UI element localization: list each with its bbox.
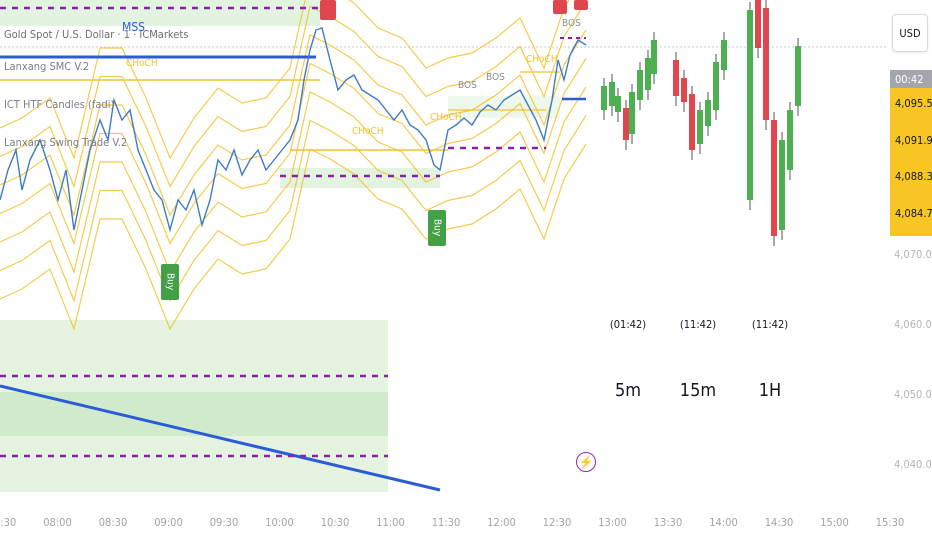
demand-zone	[0, 0, 320, 26]
htf-candle	[623, 108, 629, 140]
time-axis-label: 12:30	[542, 516, 572, 529]
indicator-legend[interactable]: ICT HTF Candles (fadi)	[4, 98, 115, 111]
htf-candle	[771, 120, 777, 236]
indicator-legend[interactable]: Lanxang SMC V.2	[4, 60, 90, 73]
band-line	[0, 86, 587, 274]
htf-candle	[779, 140, 785, 230]
mss-label: MSS	[122, 20, 146, 34]
htf-candle	[609, 82, 615, 106]
price-label-highlight: 4,095.52	[890, 94, 932, 112]
choch-label: CHoCH	[126, 58, 158, 69]
price-axis-label: 4,060.00	[894, 318, 932, 331]
currency-button[interactable]: USD	[892, 14, 928, 52]
price-label-highlight: 4,091.94	[890, 131, 932, 149]
htf-timer: (11:42)	[679, 318, 717, 331]
htf-candle	[705, 100, 711, 126]
htf-candle	[747, 10, 753, 200]
price-axis-label: 4,070.00	[894, 248, 932, 261]
bos-label: BOS	[562, 18, 581, 29]
htf-candle	[651, 40, 657, 74]
time-axis-label: 12:00	[487, 516, 516, 529]
htf-candle	[713, 62, 719, 110]
htf-candle	[601, 86, 607, 110]
sell-signal[interactable]	[553, 0, 567, 14]
htf-candle	[787, 110, 793, 170]
htf-candle	[629, 92, 635, 134]
time-axis-label: 10:00	[265, 516, 294, 529]
bos-label: BOS	[486, 72, 505, 83]
time-axis-label: 13:00	[598, 516, 627, 529]
time-axis-label: 14:30	[764, 516, 794, 529]
sell-signal[interactable]	[574, 0, 588, 10]
band-line	[0, 0, 570, 160]
time-axis-label: 14:00	[709, 516, 738, 529]
buy-signal[interactable]: Buy	[428, 210, 446, 246]
time-axis-label: 10:30	[320, 516, 350, 529]
price-label-highlight: 00:42	[890, 70, 932, 88]
symbol-legend[interactable]: Gold Spot / U.S. Dollar · 1 · ICMarkets	[4, 28, 189, 41]
htf-candle	[721, 40, 727, 70]
htf-candle	[689, 94, 695, 150]
demand-zone	[0, 392, 388, 436]
htf-candle	[795, 46, 801, 106]
price-axis-label: 4,040.00	[894, 458, 932, 471]
band-line	[0, 115, 587, 303]
price-axis-label: 4,050.00	[894, 388, 932, 401]
htf-candle	[645, 58, 651, 90]
time-axis-label: 15:30	[875, 516, 905, 529]
lightning-icon[interactable]: ⚡	[576, 452, 596, 472]
htf-candle	[673, 60, 679, 96]
time-axis-label: 11:30	[431, 516, 461, 529]
buy-signal[interactable]: Buy	[161, 264, 179, 300]
bos-label: BOS	[458, 80, 477, 91]
htf-label: 15m	[679, 380, 717, 401]
time-axis-label: 11:00	[376, 516, 405, 529]
demand-zone	[280, 168, 440, 188]
htf-candle	[755, 0, 761, 48]
htf-label: 1H	[758, 380, 782, 401]
time-axis-label: 08:30	[98, 516, 128, 529]
price-label-highlight: 4,088.37	[890, 167, 932, 185]
htf-candle	[697, 110, 703, 144]
price-label-highlight: 4,084.79	[890, 204, 932, 222]
htf-candle	[763, 8, 769, 120]
htf-label: 5m	[614, 380, 642, 401]
htf-timer: (01:42)	[609, 318, 647, 331]
choch-label: CHoCH	[526, 54, 558, 65]
htf-candle	[681, 78, 687, 102]
indicator-legend[interactable]: Lanxang Swing Trade V.2	[4, 136, 128, 149]
choch-label: CHoCH	[352, 126, 384, 137]
time-axis-label: 08:00	[43, 516, 72, 529]
sell-signal[interactable]	[320, 0, 336, 20]
choch-label: CHoCH	[430, 112, 462, 123]
time-axis-label: 09:30	[209, 516, 239, 529]
time-axis-label: 07:30	[0, 516, 17, 529]
htf-candle	[615, 96, 621, 112]
htf-candle	[637, 70, 643, 100]
band-line	[0, 143, 587, 331]
time-axis-label: 15:00	[820, 516, 849, 529]
time-axis-label: 13:30	[653, 516, 683, 529]
htf-timer: (11:42)	[751, 318, 789, 331]
band-line	[0, 1, 587, 189]
time-axis-label: 09:00	[154, 516, 183, 529]
